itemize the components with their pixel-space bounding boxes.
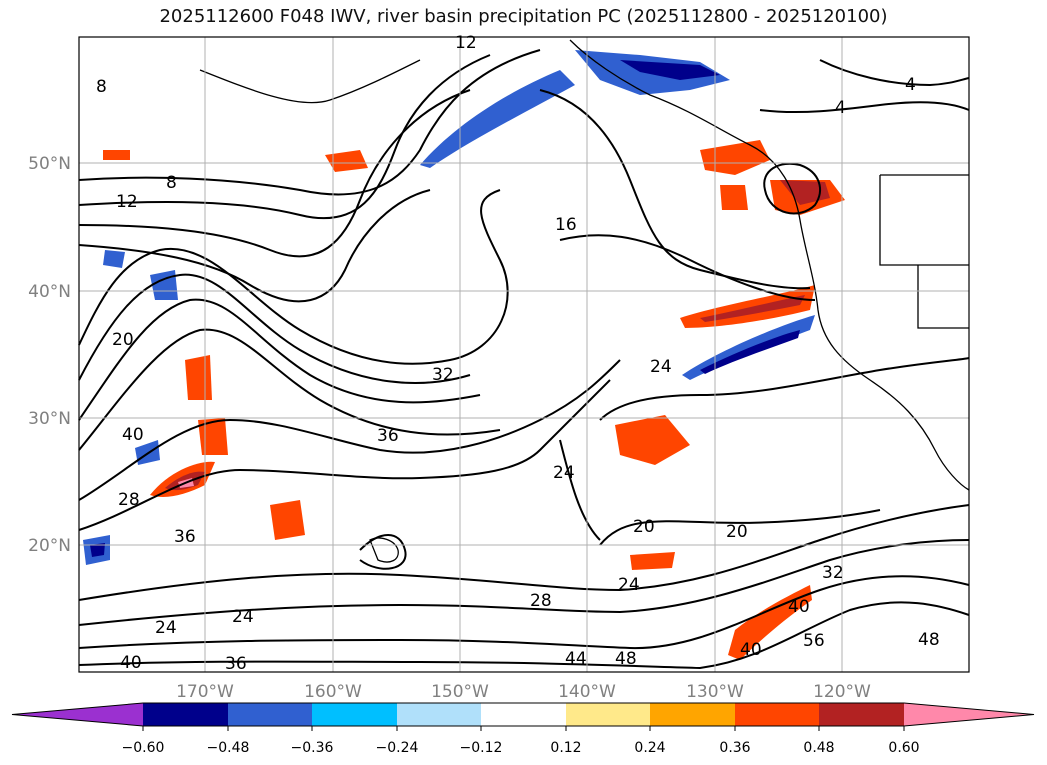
colorbar-tick: 0.36 <box>719 740 750 756</box>
contour-label: 24 <box>553 463 575 483</box>
lon-label: 120°W <box>813 682 871 702</box>
contour-label: 4 <box>835 98 846 118</box>
colorbar-tick: −0.60 <box>122 740 165 756</box>
contour-label: 16 <box>555 215 577 235</box>
contour-label: 4 <box>905 75 916 95</box>
contour-label: 48 <box>615 649 637 669</box>
plot-area <box>79 37 969 672</box>
contour-label: 24 <box>650 357 672 377</box>
contour-label: 36 <box>174 527 196 547</box>
contour-label: 20 <box>112 330 134 350</box>
lon-label: 160°W <box>304 682 362 702</box>
colorbar-tick: 0.48 <box>803 740 834 756</box>
contour-label: 40 <box>120 653 142 673</box>
contour-label: 24 <box>232 607 254 627</box>
colorbar-segment <box>228 703 312 726</box>
contour-label: 32 <box>822 563 844 583</box>
contour-label: 28 <box>118 490 140 510</box>
lat-label: 50°N <box>28 154 71 174</box>
contour-label: 40 <box>788 597 810 617</box>
contour-label: 8 <box>96 77 107 97</box>
colorbar-segment <box>735 703 819 726</box>
contour-label: 28 <box>530 591 552 611</box>
colorbar-extend-high <box>904 703 1034 726</box>
lon-label: 150°W <box>431 682 489 702</box>
colorbar-segment <box>566 703 650 726</box>
colorbar-tick: −0.36 <box>291 740 334 756</box>
colorbar-segment <box>397 703 481 726</box>
longitude-labels: 170°W 160°W 150°W 140°W 130°W 120°W <box>176 682 871 702</box>
colorbar-ticks: −0.60 −0.48 −0.36 −0.24 −0.12 0.12 0.24 … <box>122 740 920 756</box>
contour-label: 12 <box>455 33 477 53</box>
contour-label: 56 <box>803 631 825 651</box>
colorbar-segment <box>143 703 228 726</box>
lat-label: 40°N <box>28 282 71 302</box>
contour-label: 24 <box>155 618 177 638</box>
colorbar-segment <box>312 703 397 726</box>
graticule <box>79 37 969 672</box>
colorbar-extend-low <box>12 703 143 726</box>
colorbar-tick: 0.24 <box>634 740 665 756</box>
contour-label: 40 <box>740 640 762 660</box>
colorbar-segment <box>481 703 566 726</box>
contour-label: 32 <box>432 365 454 385</box>
map-title: 2025112600 F048 IWV, river basin precipi… <box>159 6 888 27</box>
contour-label: 12 <box>116 192 138 212</box>
plot-frame <box>78 36 970 673</box>
contour-label: 20 <box>726 522 748 542</box>
latitude-labels: 50°N 40°N 30°N 20°N <box>28 154 71 556</box>
lat-label: 30°N <box>28 409 71 429</box>
colorbar-segment <box>650 703 735 726</box>
contour-label: 24 <box>618 575 640 595</box>
colorbar-tick: 0.12 <box>550 740 581 756</box>
colorbar <box>11 702 1035 731</box>
lon-label: 170°W <box>176 682 234 702</box>
contour-label: 48 <box>918 630 940 650</box>
contour-labels: 4 4 8 8 12 12 16 20 20 20 24 24 24 24 24… <box>96 33 940 674</box>
lat-label: 20°N <box>28 536 71 556</box>
contour-label: 20 <box>633 517 655 537</box>
colorbar-tick: 0.60 <box>888 740 919 756</box>
lon-label: 130°W <box>686 682 744 702</box>
colorbar-tick: −0.24 <box>376 740 419 756</box>
contour-label: 36 <box>225 654 247 674</box>
colorbar-segment <box>819 703 904 726</box>
contour-label: 8 <box>166 173 177 193</box>
iwv-contours <box>78 49 970 670</box>
lon-label: 140°W <box>558 682 616 702</box>
contour-label: 44 <box>565 649 587 669</box>
contour-label: 36 <box>377 426 399 446</box>
coastlines <box>199 39 970 563</box>
colorbar-tick: −0.48 <box>207 740 250 756</box>
colorbar-tick: −0.12 <box>460 740 503 756</box>
contour-label: 40 <box>122 425 144 445</box>
